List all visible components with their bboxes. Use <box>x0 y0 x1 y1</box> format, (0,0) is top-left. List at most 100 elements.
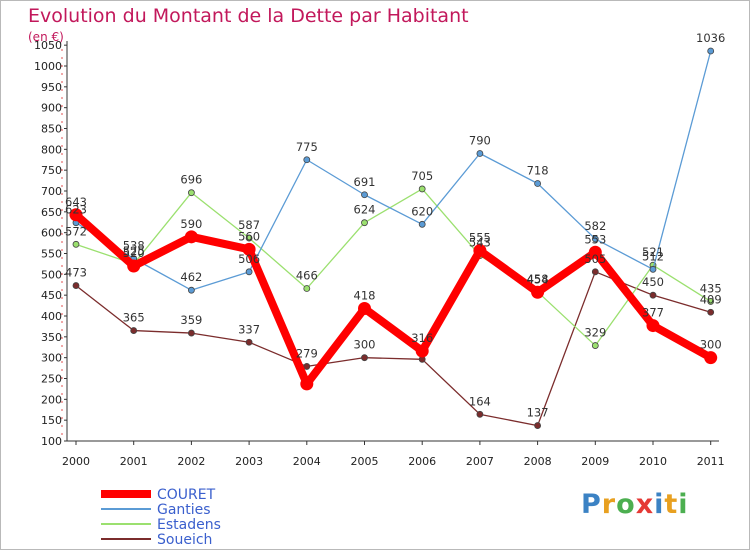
data-point <box>534 422 541 429</box>
data-label: 620 <box>411 204 433 218</box>
data-label: 473 <box>65 266 87 280</box>
data-label: 643 <box>65 195 87 209</box>
data-point <box>242 242 256 256</box>
data-point <box>707 298 715 305</box>
data-point <box>245 338 253 346</box>
data-labels: 643 520 590 560 418 316 555 454 553 377 300 623 538 4… <box>65 31 725 420</box>
data-label: 525 <box>123 244 145 258</box>
data-label: 590 <box>180 217 202 231</box>
data-label: 696 <box>180 173 202 187</box>
data-label: 466 <box>296 269 318 283</box>
data-label: 1036 <box>696 31 725 45</box>
y-tick-label: 750 <box>41 164 62 177</box>
legend-label: COURET <box>157 487 216 503</box>
data-label: 543 <box>469 236 491 250</box>
data-label: 359 <box>180 313 202 327</box>
chart-unit-label: (en €) <box>28 30 64 44</box>
data-point <box>69 208 83 222</box>
y-tick-label: 850 <box>41 123 62 136</box>
data-label: 538 <box>123 239 145 253</box>
legend-label: Estadens <box>157 517 221 533</box>
y-tick-label: 400 <box>41 310 62 323</box>
data-label: 624 <box>354 203 376 217</box>
y-tick-label: 650 <box>41 206 62 219</box>
data-point <box>418 220 426 228</box>
data-label: 505 <box>584 252 606 266</box>
y-tick-label: 450 <box>41 289 62 302</box>
data-point <box>534 180 541 187</box>
y-tick-label: 250 <box>41 373 62 386</box>
data-label: 718 <box>527 164 549 178</box>
data-label: 520 <box>123 246 145 260</box>
x-tick-label: 2000 <box>62 455 90 468</box>
data-label: 450 <box>642 275 664 289</box>
series-line-soueich <box>75 271 711 427</box>
x-tick-label: 2010 <box>639 455 667 468</box>
series-lines <box>69 47 718 429</box>
data-point <box>646 319 660 333</box>
data-point <box>415 344 429 358</box>
data-point <box>361 191 368 199</box>
data-label: 790 <box>469 134 491 148</box>
data-label: 587 <box>238 218 260 232</box>
data-point <box>303 285 311 292</box>
data-label: 454 <box>527 272 549 286</box>
y-tick-label: 800 <box>41 143 62 156</box>
data-point <box>361 354 368 362</box>
y-tick-label: 100 <box>41 435 62 448</box>
data-point <box>187 329 195 337</box>
data-label: 623 <box>65 203 87 217</box>
data-label: 521 <box>642 245 664 259</box>
y-tick-label: 200 <box>41 393 62 406</box>
data-label: 409 <box>700 292 722 306</box>
x-tick-label: 2008 <box>524 455 552 468</box>
x-tick-label: 2005 <box>351 455 379 468</box>
data-label: 337 <box>238 322 260 336</box>
data-label: 512 <box>642 249 664 263</box>
data-point <box>591 268 599 276</box>
data-label: 279 <box>296 346 318 360</box>
proxiti-logo: Proxiti <box>581 489 689 520</box>
data-label: 555 <box>469 231 491 245</box>
data-point <box>473 244 487 258</box>
y-tick-label: 350 <box>41 331 62 344</box>
data-label: 137 <box>527 406 549 420</box>
data-point <box>707 308 715 316</box>
data-point <box>476 410 484 418</box>
data-point <box>476 150 484 157</box>
x-tick-label: 2003 <box>235 455 263 468</box>
data-point <box>303 156 311 164</box>
data-label: 691 <box>354 175 376 189</box>
data-label: 365 <box>123 311 145 325</box>
y-tick-label: 300 <box>41 352 62 365</box>
data-label: 506 <box>238 252 260 266</box>
data-point <box>588 245 602 259</box>
x-tick-label: 2004 <box>293 455 321 468</box>
data-label: 300 <box>700 338 722 352</box>
axes: 100 150 200 250 300 350 400 450 500 550 600 650 700 7… <box>34 39 725 468</box>
data-point <box>300 377 314 391</box>
data-label: 300 <box>354 338 376 352</box>
data-label: 458 <box>527 272 549 286</box>
y-tick-label: 950 <box>41 81 62 94</box>
data-label: 164 <box>469 394 491 408</box>
y-tick-label: 700 <box>41 185 62 198</box>
data-label: 316 <box>411 331 433 345</box>
series-line-estadens <box>75 188 712 347</box>
x-tick-label: 2002 <box>177 455 205 468</box>
data-point <box>303 363 311 370</box>
data-label: 705 <box>411 169 433 183</box>
data-point <box>707 47 715 55</box>
data-point <box>72 282 80 289</box>
data-label: 775 <box>296 140 318 154</box>
series-line-ganties <box>75 50 712 291</box>
data-label: 560 <box>238 229 260 243</box>
data-point <box>187 286 195 294</box>
y-tick-label: 550 <box>41 248 62 261</box>
y-tick-label: 500 <box>41 268 62 281</box>
data-label: 435 <box>700 281 722 295</box>
data-point <box>130 327 138 334</box>
y-tick-label: 600 <box>41 227 62 240</box>
